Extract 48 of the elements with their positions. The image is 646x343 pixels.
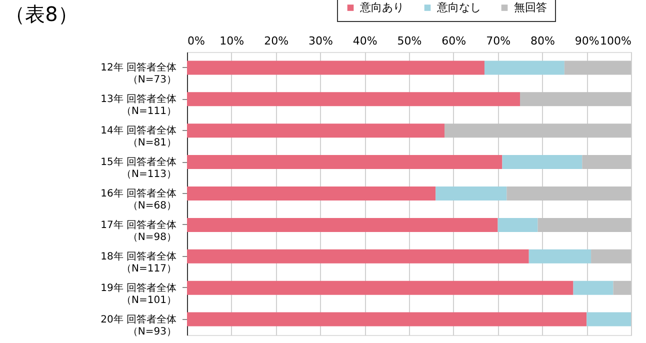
bar <box>573 280 614 295</box>
bar <box>444 124 631 138</box>
bar <box>436 186 507 200</box>
bar <box>520 92 631 106</box>
chart-title: （表8） <box>5 2 78 26</box>
bar <box>613 280 631 295</box>
x-tick-label: 100% <box>600 34 632 48</box>
bar <box>187 186 436 200</box>
x-tick-label: 10% <box>220 34 244 48</box>
bar <box>564 60 631 75</box>
y-tick-label: 15年 回答者全体（N=113） <box>100 156 176 180</box>
y-tick-label: 12年 回答者全体（N=73） <box>100 62 176 86</box>
y-tick-label: 16年 回答者全体（N=68） <box>100 188 176 212</box>
x-tick-label: 50% <box>397 34 422 48</box>
bar <box>582 155 631 170</box>
x-tick-label: 30% <box>308 34 333 48</box>
bar <box>538 218 631 232</box>
bar <box>506 186 631 200</box>
y-tick-label: 13年 回答者全体（N=111） <box>100 93 176 118</box>
bar <box>187 218 498 232</box>
legend-label: 無回答 <box>514 0 547 14</box>
bar <box>187 312 587 326</box>
bar <box>187 280 574 295</box>
bar <box>502 155 582 170</box>
x-tick-label: 60% <box>442 34 466 48</box>
y-tick-label: 20年 回答者全体（N=93） <box>100 313 176 338</box>
x-tick-label: 40% <box>352 34 378 48</box>
bar <box>187 124 445 138</box>
y-tick-label: 17年 回答者全体（N=98） <box>100 218 176 243</box>
bar <box>187 92 520 106</box>
bar <box>187 249 529 264</box>
legend-label: 意向あり <box>359 0 404 14</box>
bar <box>484 60 564 75</box>
bar <box>528 249 592 264</box>
x-tick-label: 90% <box>574 34 600 48</box>
x-tick-label: 20% <box>264 34 289 48</box>
y-tick-label: 18年 回答者全体（N=117） <box>100 250 176 274</box>
bar <box>498 218 538 232</box>
y-tick-label: 19年 回答者全体（N=101） <box>100 282 176 306</box>
x-tick-label: 0% <box>188 34 205 48</box>
x-tick-label: 70% <box>486 34 511 48</box>
bar <box>591 249 631 264</box>
legend-label: 意向なし <box>436 0 481 14</box>
bar <box>187 60 484 75</box>
y-tick-label: 14年 回答者全体（N=81） <box>100 124 176 149</box>
x-tick-label: 80% <box>530 34 555 48</box>
bar <box>586 312 631 326</box>
bar <box>187 155 502 170</box>
